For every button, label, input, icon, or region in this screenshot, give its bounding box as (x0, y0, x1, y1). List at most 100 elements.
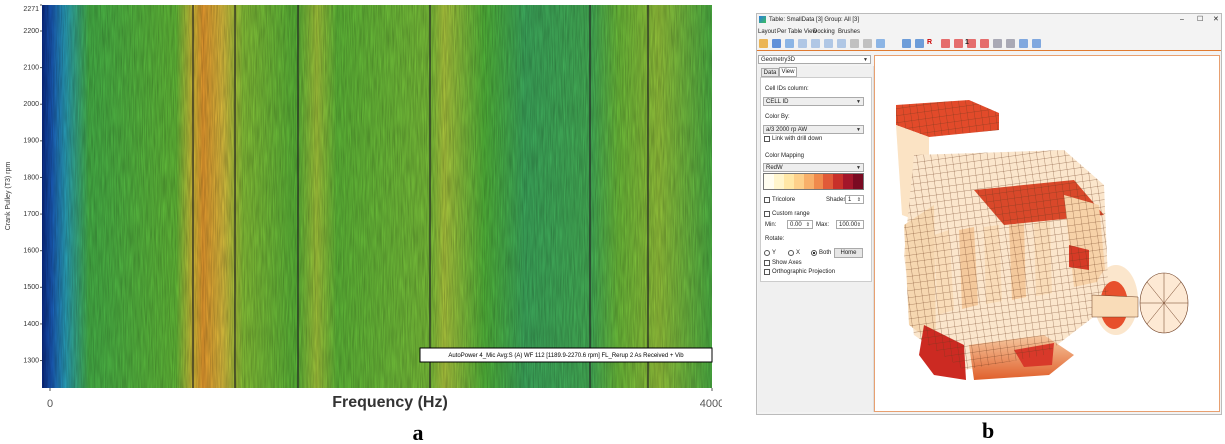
y-tick-label: 1800 (23, 174, 39, 181)
dropdown[interactable]: a/3 2000 rp AW ▼ (763, 125, 864, 134)
dropdown-value: a/3 2000 rp AW (766, 127, 808, 133)
color-ramp (763, 173, 864, 190)
field-label: Color By: (765, 114, 790, 120)
x-axis-label: Frequency (Hz) (332, 394, 448, 411)
home-button[interactable]: Home (834, 248, 863, 258)
checkbox-label: Link with drill down (772, 136, 823, 142)
field-label: Max: (816, 222, 830, 228)
separator (757, 50, 1221, 51)
close[interactable]: ✕ (1213, 16, 1219, 23)
engine-model (896, 100, 1189, 380)
toolbar-button[interactable]: R (927, 39, 933, 46)
menu-item[interactable]: Brushes (838, 29, 861, 35)
menu-item[interactable]: Layout (758, 29, 777, 35)
checkbox[interactable] (764, 211, 770, 217)
maximize[interactable]: ☐ (1197, 16, 1204, 23)
field-label: Shades: (826, 197, 849, 203)
menu-item[interactable]: Docking (813, 29, 835, 35)
y-tick-label: 1500 (23, 284, 39, 291)
toolbar-button[interactable] (1006, 39, 1015, 48)
toolbar-button[interactable] (954, 39, 963, 48)
toolbar-button[interactable] (811, 39, 820, 48)
toolbar-button[interactable] (1019, 39, 1028, 48)
toolbar-button[interactable] (759, 39, 768, 48)
toolbar-button[interactable] (785, 39, 794, 48)
tab-active[interactable]: View (779, 67, 797, 77)
toolbar-button[interactable] (876, 39, 885, 48)
spinbox[interactable]: 100.00 ⇕ (836, 220, 864, 229)
panel-label: a (413, 420, 424, 444)
toolbar-button[interactable] (863, 39, 872, 48)
tab[interactable]: Data (761, 68, 779, 77)
x-tick-label: 0 (47, 398, 53, 410)
toolbar-button[interactable] (902, 39, 911, 48)
spinbox[interactable]: 0.00 ⇕ (787, 220, 813, 229)
swatch (773, 174, 784, 189)
toolbar-button[interactable] (993, 39, 1002, 48)
toolbar-button[interactable] (967, 39, 976, 48)
toolbar-button[interactable]: 1 (965, 39, 969, 46)
y-tick-label: 1600 (23, 248, 39, 255)
engine-surfaces (896, 100, 1189, 380)
toolbar-button[interactable] (824, 39, 833, 48)
y-tick-label: 1400 (23, 321, 39, 328)
toolbar-button[interactable] (837, 39, 846, 48)
app-icon (759, 16, 766, 23)
dropdown-value: CELL ID (766, 99, 789, 105)
swatch (843, 174, 854, 189)
checkbox-label: Orthographic Projection (772, 269, 836, 275)
checkbox[interactable] (764, 269, 770, 275)
annotation-box (419, 347, 713, 363)
dropdown-arrow: ▼ (856, 99, 861, 105)
field-label: Min: (765, 222, 777, 228)
swatch (783, 174, 794, 189)
radio-label: Y (772, 250, 777, 256)
toolbar-button[interactable] (772, 39, 781, 48)
radio-selected[interactable] (811, 250, 817, 256)
swatch (803, 174, 814, 189)
y-tick-label: 1700 (23, 211, 39, 218)
spectrogram-panel: AutoPower 4_Mic Avg:S (A) WF 112 [1189.9… (5, 4, 722, 444)
spinbox-value: 1 (848, 197, 852, 203)
field-label: Cell IDs column: (765, 86, 809, 92)
x-tick-label: 4000 (700, 398, 722, 410)
toolbar-button[interactable] (915, 39, 924, 48)
dropdown-value: Geometry3D (761, 57, 796, 63)
menu-item[interactable]: Per Table View (777, 29, 817, 35)
spectrogram-texture (42, 5, 712, 388)
dropdown[interactable]: CELL ID ▼ (763, 97, 864, 106)
checkbox-label: Show Axes (772, 260, 802, 266)
swatch (793, 174, 804, 189)
swatch (823, 174, 834, 189)
panel-label: b (982, 418, 995, 443)
checkbox[interactable] (764, 136, 770, 142)
spinner: ⇕ (856, 222, 861, 228)
dropdown[interactable]: RedW ▼ (763, 163, 864, 172)
toolbar-button[interactable] (1032, 39, 1041, 48)
toolbar-button[interactable] (980, 39, 989, 48)
view-dropdown[interactable]: Geometry3D ▼ (758, 55, 871, 64)
toolbar-button[interactable] (941, 39, 950, 48)
y-tick-label: 1300 (23, 357, 39, 364)
swatch (833, 174, 844, 189)
spinbox-value: 100.00 (839, 222, 858, 228)
spinbox-value: 0.00 (790, 222, 802, 228)
toolbar-button[interactable] (798, 39, 807, 48)
pulley-spokes (1140, 273, 1188, 333)
swatch (813, 174, 824, 189)
spinbox[interactable]: 1 ⇕ (845, 195, 864, 204)
toolbar-button[interactable] (850, 39, 859, 48)
radio[interactable] (788, 250, 794, 256)
radio-label: X (796, 250, 801, 256)
spinner: ⇕ (856, 197, 861, 203)
y-axis-label: Crank Pulley (T3) rpm (5, 162, 12, 231)
field-label: Color Mapping (765, 153, 805, 159)
minimize[interactable]: – (1180, 16, 1184, 23)
checkbox[interactable] (764, 197, 770, 203)
radio[interactable] (764, 250, 770, 256)
checkbox[interactable] (764, 260, 770, 266)
field-label: Rotate: (765, 236, 785, 242)
radio-label: Both (819, 250, 832, 256)
swatch (764, 174, 774, 189)
